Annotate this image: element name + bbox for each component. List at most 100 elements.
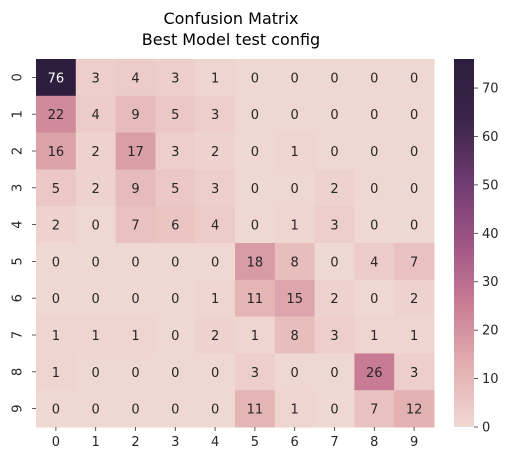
colorbar-ticks: 0 10 20 30 40 50 60 70 (474, 82, 499, 436)
cell-value-label: 3 (410, 366, 418, 381)
cell-value-label: 3 (211, 108, 219, 123)
cell-value-label: 9 (131, 108, 139, 123)
colorbar-tick-label: 30 (482, 275, 499, 290)
cell-value-label: 0 (370, 182, 378, 197)
x-tick-label: 0 (52, 435, 60, 450)
cell-value-label: 2 (330, 182, 338, 197)
cell-value-label: 0 (251, 108, 259, 123)
cell-value-label: 0 (92, 219, 100, 234)
cell-value-label: 0 (171, 329, 179, 344)
x-tick-label: 8 (370, 435, 378, 450)
cell-value-label: 2 (92, 182, 100, 197)
cell-value-label: 5 (171, 182, 179, 197)
cell-value-label: 4 (370, 255, 378, 270)
y-tick-label: 7 (11, 331, 26, 339)
cell-value-label: 9 (131, 182, 139, 197)
cell-value-label: 1 (211, 71, 219, 86)
x-tick-label: 3 (171, 435, 179, 450)
cell-value-label: 1 (131, 329, 139, 344)
cell-value-label: 8 (291, 329, 299, 344)
cell-value-label: 0 (52, 403, 60, 418)
cell-value-label: 5 (52, 182, 60, 197)
cell-value-label: 4 (92, 108, 100, 123)
cell-value-label: 22 (48, 108, 65, 123)
cell-value-label: 0 (291, 182, 299, 197)
cell-value-label: 7 (131, 219, 139, 234)
cell-value-label: 0 (171, 255, 179, 270)
x-tick-label: 9 (410, 435, 418, 450)
cell-value-label: 0 (251, 71, 259, 86)
cell-value-label: 0 (330, 108, 338, 123)
colorbar-tick-label: 50 (482, 178, 499, 193)
colorbar-tick-label: 70 (482, 82, 499, 97)
cell-value-label: 0 (330, 403, 338, 418)
cell-value-label: 0 (211, 366, 219, 381)
cell-value-label: 7 (410, 255, 418, 270)
x-tick-label: 5 (251, 435, 259, 450)
cell-value-label: 1 (52, 329, 60, 344)
cell-value-label: 0 (330, 366, 338, 381)
y-tick-label: 0 (11, 73, 26, 81)
y-tick-label: 9 (11, 404, 26, 412)
cell-value-label: 0 (251, 219, 259, 234)
y-tick-label: 3 (11, 184, 26, 192)
cell-value-label: 0 (291, 71, 299, 86)
cell-value-label: 2 (410, 292, 418, 307)
cell-value-label: 0 (131, 255, 139, 270)
cell-value-label: 0 (251, 145, 259, 160)
cell-value-label: 8 (291, 255, 299, 270)
cell-value-label: 3 (171, 71, 179, 86)
cell-value-label: 2 (52, 219, 60, 234)
cell-value-label: 1 (410, 329, 418, 344)
x-tick-label: 6 (291, 435, 299, 450)
cell-value-label: 0 (291, 108, 299, 123)
cell-value-label: 0 (370, 292, 378, 307)
cell-value-label: 1 (52, 366, 60, 381)
cell-value-label: 0 (370, 219, 378, 234)
colorbar-tick-label: 40 (482, 227, 499, 242)
cell-value-label: 1 (291, 145, 299, 160)
x-axis-ticks: 0 1 2 3 4 5 6 7 8 9 (52, 427, 418, 450)
cell-value-label: 0 (211, 255, 219, 270)
cell-value-label: 0 (52, 292, 60, 307)
cell-value-label: 5 (171, 108, 179, 123)
cell-value-label: 0 (92, 366, 100, 381)
colorbar-tick-label: 10 (482, 372, 499, 387)
colorbar (454, 59, 474, 427)
cell-value-label: 15 (286, 292, 303, 307)
cell-value-label: 0 (92, 403, 100, 418)
x-tick-label: 4 (211, 435, 219, 450)
cell-value-label: 17 (127, 145, 144, 160)
colorbar-tick-label: 0 (482, 421, 490, 436)
cell-value-label: 4 (211, 219, 219, 234)
cell-value-label: 1 (291, 403, 299, 418)
cell-value-label: 3 (330, 329, 338, 344)
cell-value-label: 3 (92, 71, 100, 86)
cell-value-label: 1 (251, 329, 259, 344)
cell-value-label: 76 (48, 71, 65, 86)
cell-value-label: 0 (330, 145, 338, 160)
cell-value-label: 0 (92, 255, 100, 270)
chart-title-line-2: Best Model test config (142, 30, 320, 49)
cell-value-label: 0 (410, 182, 418, 197)
cell-value-label: 0 (131, 366, 139, 381)
y-tick-label: 5 (11, 257, 26, 265)
y-tick-label: 6 (11, 294, 26, 302)
cell-value-label: 0 (330, 71, 338, 86)
cell-value-label: 0 (131, 403, 139, 418)
cell-value-label: 1 (211, 292, 219, 307)
cell-value-label: 3 (251, 366, 259, 381)
cell-value-label: 1 (370, 329, 378, 344)
cell-value-label: 0 (291, 366, 299, 381)
cell-value-label: 6 (171, 219, 179, 234)
cell-value-label: 7 (370, 403, 378, 418)
cell-value-label: 1 (92, 329, 100, 344)
cell-value-label: 0 (171, 366, 179, 381)
x-tick-label: 7 (330, 435, 338, 450)
cell-value-label: 2 (92, 145, 100, 160)
cell-value-label: 0 (410, 145, 418, 160)
cell-value-label: 2 (330, 292, 338, 307)
cell-value-label: 0 (410, 108, 418, 123)
